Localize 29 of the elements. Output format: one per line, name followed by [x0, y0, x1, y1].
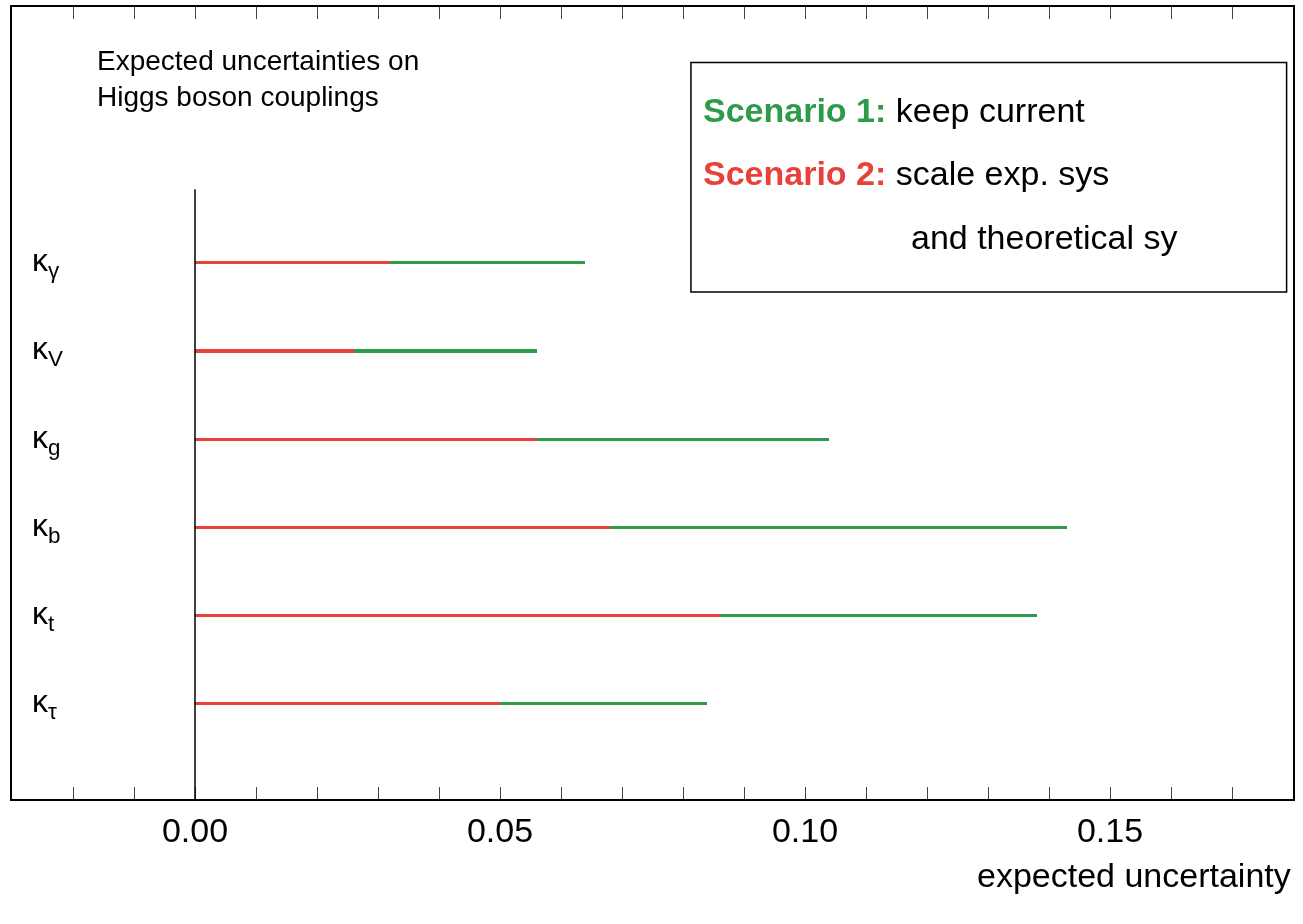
bar	[390, 261, 586, 265]
bar	[719, 614, 1037, 618]
x-tick-label: 0.10	[771, 810, 839, 849]
y-tick-label: κ$_{b}$	[32, 507, 61, 548]
chart-title: Expected uncertainties on Higgs boson couplings	[97, 45, 420, 113]
bar	[195, 349, 354, 353]
bar	[353, 349, 537, 353]
bar	[195, 437, 537, 441]
annotation: and theoretical sy	[911, 218, 1178, 256]
y-tick-label: κ$_{γ}$	[32, 242, 60, 283]
bar	[195, 525, 610, 529]
bar	[195, 702, 500, 706]
text: keep current	[895, 91, 1085, 129]
y-tick-label: κ$_{τ}$	[32, 683, 57, 724]
bar	[500, 702, 708, 706]
text: Scenario 1:	[703, 91, 887, 129]
y-tick-label: κ$_{V}$	[32, 330, 63, 371]
x-tick-label: 0.15	[1076, 810, 1144, 849]
y-tick-label: κ$_{g}$	[32, 419, 61, 460]
annotation: scale exp. sys	[895, 154, 1110, 192]
x-axis-title: expected uncertainty	[977, 856, 1291, 894]
bar	[536, 437, 830, 441]
y-tick-label: κ$_{t}$	[32, 595, 55, 636]
x-tick-label: 0.05	[466, 810, 534, 849]
text: 0.00	[161, 810, 229, 849]
bar	[195, 261, 391, 265]
bar	[609, 525, 1068, 529]
text: Scenario 2:	[703, 154, 887, 192]
bar	[195, 614, 720, 618]
